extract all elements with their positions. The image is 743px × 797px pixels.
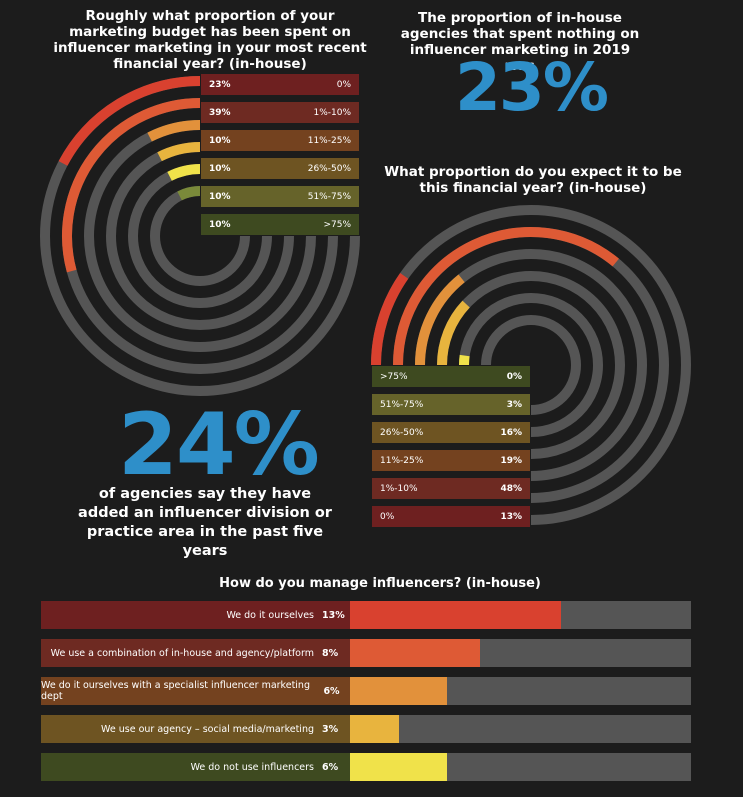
bar <box>350 677 448 705</box>
bar-track <box>350 753 691 781</box>
radial-label-row: >75% 0% <box>372 366 530 387</box>
radial-label-row: 10% 51%-75% <box>201 186 359 207</box>
data-label: 6% <box>322 761 339 773</box>
radial-label-row: 11%-25% 19% <box>372 450 530 471</box>
radial-arc <box>58 76 201 166</box>
radial-track <box>371 205 691 525</box>
data-label: 23% <box>209 79 231 90</box>
category-label: 1%-10% <box>380 483 418 494</box>
category-label: 26%-50% <box>307 163 351 174</box>
data-label: 39% <box>209 107 231 118</box>
data-label: 3% <box>506 399 522 410</box>
data-label: 10% <box>209 135 231 146</box>
data-label: 10% <box>209 219 231 230</box>
radial-label-row: 51%-75% 3% <box>372 394 530 415</box>
bar-row: We do it ourselves 13% <box>41 601 691 629</box>
radial-arc <box>62 98 201 273</box>
mid-stat: 24% <box>118 395 320 495</box>
radial-label-row: 0% 13% <box>372 506 530 527</box>
category-label: 26%-50% <box>380 427 424 438</box>
bar-row: We use our agency – social media/marketi… <box>41 715 691 743</box>
data-label: 3% <box>322 723 339 735</box>
bar-track <box>350 677 691 705</box>
radial-arc <box>371 272 409 366</box>
radial-track <box>106 142 294 330</box>
data-label: 8% <box>322 647 339 659</box>
data-label: 19% <box>500 455 522 466</box>
radial-track <box>459 293 603 437</box>
data-label: 10% <box>209 191 231 202</box>
radial-arc <box>459 354 470 366</box>
category-label: 51%-75% <box>307 191 351 202</box>
category-label: 0% <box>380 511 395 522</box>
category-label: We use a combination of in-house and age… <box>50 647 314 659</box>
radial-track <box>128 164 272 308</box>
bar <box>350 715 399 743</box>
radial-label-row: 39% 1%-10% <box>201 102 359 123</box>
category-label: We do not use influencers <box>190 761 314 773</box>
category-label: 1%-10% <box>313 107 351 118</box>
bar-label: We do not use influencers 6% <box>41 753 350 781</box>
data-label: 10% <box>209 163 231 174</box>
top-right-stat: 23% <box>455 49 609 126</box>
radial-track <box>84 120 316 352</box>
category-label: We do it ourselves <box>226 609 314 621</box>
radial-label-row: 26%-50% 16% <box>372 422 530 443</box>
mid-text: of agencies say they have added an influ… <box>78 486 332 559</box>
data-label: 6% <box>323 685 340 697</box>
bar <box>350 753 448 781</box>
radial-label-row: 10% >75% <box>201 214 359 235</box>
data-label: 16% <box>500 427 522 438</box>
radial-label-row: 10% 11%-25% <box>201 130 359 151</box>
bar <box>350 639 480 667</box>
category-label: We use our agency – social media/marketi… <box>101 723 314 735</box>
bottom-chart-title: How do you manage influencers? (in-house… <box>219 576 541 591</box>
data-label: 48% <box>500 483 522 494</box>
data-label: 13% <box>500 511 522 522</box>
radial-arc <box>157 142 201 162</box>
radial-arc <box>147 120 201 142</box>
radial-label-row: 1%-10% 48% <box>372 478 530 499</box>
bar-row: We do not use influencers 6% <box>41 753 691 781</box>
radial-track <box>150 186 250 286</box>
radial-label-row: 10% 26%-50% <box>201 158 359 179</box>
bar-track <box>350 715 691 743</box>
category-label: 11%-25% <box>307 135 351 146</box>
category-label: 0% <box>336 79 351 90</box>
bar-label: We use a combination of in-house and age… <box>41 639 350 667</box>
bar <box>350 601 562 629</box>
radial-track <box>481 315 581 415</box>
bar-label: We use our agency – social media/marketi… <box>41 715 350 743</box>
radial-arc <box>393 227 619 366</box>
radial-label-row: 23% 0% <box>201 74 359 95</box>
bar-track <box>350 601 691 629</box>
radial-arc <box>415 274 465 366</box>
radial-arc <box>177 186 201 201</box>
category-label: We do it ourselves with a specialist inf… <box>41 680 310 702</box>
data-label: 0% <box>506 371 522 382</box>
category-label: >75% <box>323 219 351 230</box>
category-label: 51%-75% <box>380 399 424 410</box>
right-chart-title: What proportion do you expect it to be t… <box>384 164 682 196</box>
category-label: >75% <box>380 371 408 382</box>
bar-row: We use a combination of in-house and age… <box>41 639 691 667</box>
radial-arc <box>437 300 470 366</box>
top-right-text: The proportion of in-house agencies that… <box>400 10 640 74</box>
bar-label: We do it ourselves with a specialist inf… <box>41 677 350 705</box>
radial-arc <box>167 164 201 181</box>
bar-track <box>350 639 691 667</box>
bar-row: We do it ourselves with a specialist inf… <box>41 677 691 705</box>
left-chart-title: Roughly what proportion of your marketin… <box>53 8 367 72</box>
data-label: 13% <box>322 609 345 621</box>
category-label: 11%-25% <box>380 455 424 466</box>
bar-label: We do it ourselves 13% <box>41 601 350 629</box>
